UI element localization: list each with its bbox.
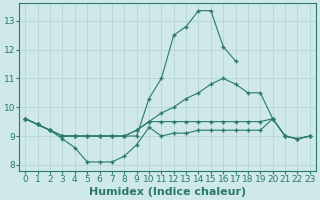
X-axis label: Humidex (Indice chaleur): Humidex (Indice chaleur) [89,187,246,197]
